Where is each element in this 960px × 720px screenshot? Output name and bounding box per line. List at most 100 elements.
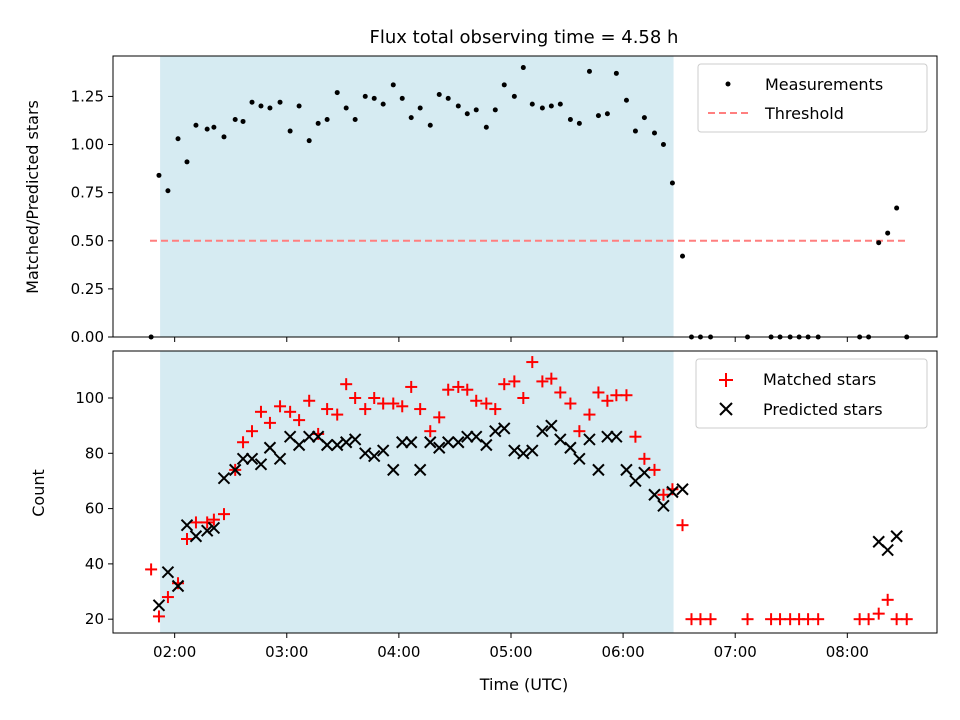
predicted-star-point (601, 430, 614, 443)
measurement-point (165, 188, 171, 194)
measurement-point (455, 103, 461, 109)
matched-star-point (293, 414, 306, 427)
predicted-star-point (648, 488, 661, 501)
x-tick-label: 02:00 (153, 643, 196, 661)
legend-measurement-marker (725, 81, 731, 87)
predicted-star-point (396, 436, 409, 449)
predicted-star-point (348, 433, 362, 446)
predicted-star-point (441, 436, 455, 449)
measurement-points (148, 65, 910, 340)
predicted-star-point (171, 579, 185, 593)
matched-star-point (872, 607, 885, 620)
measurement-point (267, 105, 273, 111)
measurement-point (240, 118, 246, 124)
predicted-star-point (180, 518, 194, 532)
measurement-point (473, 107, 479, 113)
measurement-point (175, 136, 181, 142)
predicted-star-point (433, 441, 446, 454)
measurement-point (669, 180, 675, 186)
measurement-point (894, 205, 900, 211)
matched-star-point (802, 613, 815, 626)
predicted-star-point (881, 543, 894, 557)
measurement-point (184, 159, 190, 165)
measurement-point (567, 117, 573, 123)
legend-matched-label: Matched stars (763, 370, 876, 389)
matched-star-point (359, 403, 372, 416)
x-tick-label: 03:00 (265, 643, 308, 661)
matched-star-point (217, 508, 230, 521)
measurement-point (604, 111, 610, 117)
measurement-point (464, 111, 470, 117)
top-y-tick-label: 0.75 (71, 184, 104, 202)
predicted-star-point (263, 441, 277, 454)
measurement-point (249, 99, 255, 105)
legend-predicted-marker (719, 402, 733, 416)
matched-star-point (284, 405, 297, 418)
measurement-point (501, 82, 507, 88)
measurement-point (380, 101, 386, 107)
matched-star-point (461, 383, 474, 396)
bottom-y-tick-label: 40 (85, 555, 104, 573)
predicted-star-point (217, 471, 231, 485)
matched-star-point (629, 430, 642, 443)
measurement-point (651, 130, 657, 136)
predicted-star-point (320, 438, 334, 452)
measurement-point (352, 117, 358, 123)
matched-star-point (583, 408, 596, 421)
top-y-axis: 0.00 0.25 0.50 0.75 1.00 1.25 (71, 87, 113, 346)
matched-star-point (368, 392, 381, 404)
predicted-star-point (359, 447, 372, 460)
measurement-point (193, 122, 199, 128)
bottom-x-axis: 02:00 03:00 04:00 05:00 06:00 07:00 08:00 (153, 633, 869, 661)
measurement-point (427, 122, 433, 128)
predicted-star-point (413, 463, 427, 477)
matched-star-point (331, 408, 344, 421)
bottom-y-tick-label: 100 (75, 389, 104, 407)
measurement-point (436, 91, 442, 97)
bottom-legend: Matched stars Predicted stars (695, 358, 928, 429)
measurement-point (483, 124, 489, 130)
predicted-star-point (405, 436, 418, 449)
predicted-star-point (236, 452, 250, 466)
measurement-point (492, 107, 498, 113)
measurement-point (204, 126, 210, 132)
matched-star-point (592, 386, 605, 399)
predicted-star-point (526, 444, 539, 457)
matched-star-point (638, 452, 651, 465)
matched-star-point (263, 416, 276, 429)
matched-star-point (862, 613, 875, 626)
predicted-star-point (189, 530, 203, 543)
matched-star-point (676, 519, 689, 532)
matched-star-point (741, 613, 754, 626)
matched-star-point (189, 516, 202, 529)
matched-star-point (480, 397, 493, 410)
measurement-point (885, 230, 891, 236)
predicted-star-point (508, 444, 521, 457)
predicted-star-point (498, 422, 511, 435)
matched-star-point (890, 613, 903, 626)
predicted-stars-points (152, 419, 903, 612)
predicted-star-point (368, 449, 381, 463)
matched-star-point (526, 356, 539, 369)
measurement-point (287, 128, 293, 134)
measurement-point (539, 105, 545, 111)
matched-star-point (620, 389, 633, 402)
predicted-star-point (620, 463, 633, 477)
matched-star-point (303, 394, 316, 407)
matched-star-point (274, 400, 287, 413)
predicted-star-point (273, 452, 287, 466)
matched-star-point (207, 513, 220, 526)
matched-star-point (554, 386, 567, 399)
matched-star-point (377, 397, 390, 410)
predicted-star-point (200, 524, 214, 537)
matched-star-point (180, 533, 193, 545)
matched-star-point (321, 403, 334, 416)
measurement-point (408, 115, 414, 121)
predicted-star-point (666, 485, 679, 499)
measurement-point (576, 120, 582, 126)
bottom-y-axis: 20 40 60 80 100 (75, 389, 113, 628)
predicted-star-point (564, 441, 577, 454)
measurement-point (586, 68, 592, 74)
bottom-y-tick-label: 80 (85, 444, 104, 462)
